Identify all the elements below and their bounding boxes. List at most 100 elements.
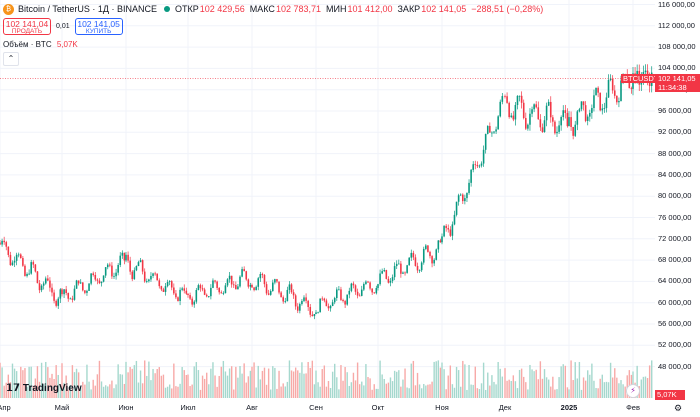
candle-body: [267, 293, 270, 295]
volume-bar: [416, 372, 419, 398]
volume-bar: [624, 386, 626, 398]
lightning-icon[interactable]: ⚡: [626, 384, 640, 398]
volume-bar: [226, 375, 229, 398]
volume-bar: [462, 360, 464, 398]
volume-bar: [327, 380, 330, 398]
candle-body: [239, 276, 241, 287]
candle-body: [220, 292, 223, 294]
volume-bar: [15, 371, 18, 398]
candle-body: [15, 254, 18, 261]
collapse-legend-button[interactable]: ⌃: [3, 52, 19, 66]
price-axis-label: 108 000,00: [658, 42, 696, 52]
volume-legend[interactable]: Объём · BTC 5,07K: [3, 40, 78, 49]
candle-body: [292, 292, 295, 296]
current-price-label: 102 141,05: [658, 74, 696, 83]
volume-bar: [636, 365, 638, 398]
candle-body: [42, 283, 45, 286]
candle-body: [284, 301, 287, 302]
volume-bar: [210, 368, 212, 398]
volume-bar: [307, 361, 309, 398]
candle-body: [100, 281, 103, 284]
time-axis-label: Апр: [0, 403, 11, 412]
volume-bar: [187, 374, 189, 398]
candle-body: [214, 280, 216, 282]
candle-body: [406, 265, 408, 273]
candle-body: [395, 263, 398, 267]
candle-body: [381, 271, 383, 274]
volume-bar: [539, 361, 542, 398]
volume-bar: [423, 383, 425, 398]
candle-body: [282, 297, 284, 302]
candle-body: [331, 302, 334, 307]
candle-body: [410, 252, 413, 258]
candle-body: [265, 284, 268, 294]
volume-bar: [562, 364, 564, 398]
price-axis-label: 48 000,00: [658, 361, 692, 371]
candle-body: [82, 282, 84, 291]
candle-body: [609, 78, 612, 80]
volume-bar: [470, 384, 472, 398]
price-axis-label: 52 000,00: [658, 340, 692, 350]
candle-body: [462, 194, 464, 202]
candle-body: [541, 127, 544, 133]
candle-body: [40, 285, 43, 291]
candle-body: [344, 301, 346, 305]
volume-bar: [245, 382, 247, 398]
volume-bar: [499, 368, 501, 398]
volume-bar: [593, 380, 595, 398]
candle-body: [0, 242, 1, 245]
buy-price: 102 141,05: [77, 19, 120, 29]
candle-body: [311, 314, 314, 317]
candle-body: [158, 280, 161, 287]
candle-body: [191, 298, 193, 305]
buy-button[interactable]: 102 141,05 КУПИТЬ: [74, 18, 123, 35]
candle-body: [404, 272, 406, 274]
volume-bar: [218, 375, 220, 398]
price-axis-label: 80 000,00: [658, 191, 692, 201]
volume-bar: [601, 374, 603, 398]
candle-body: [249, 284, 252, 287]
price-axis-label: 76 000,00: [658, 212, 692, 222]
candle-body: [510, 115, 513, 118]
volume-bar: [241, 373, 243, 398]
candle-body: [32, 262, 35, 265]
volume-bar: [11, 363, 14, 398]
volume-bar: [576, 378, 579, 398]
volume-bar: [253, 362, 255, 398]
candle-body: [616, 95, 618, 103]
volume-bar: [233, 389, 235, 398]
volume-bar: [484, 389, 487, 398]
volume-bar: [457, 370, 460, 398]
volume-bar: [622, 384, 624, 398]
candle-body: [307, 300, 309, 307]
volume-bar: [354, 380, 357, 398]
volume-bar: [591, 363, 593, 398]
tradingview-logo[interactable]: 𝟭𝟳 TradingView: [6, 383, 82, 394]
candle-body: [572, 126, 574, 136]
candle-body: [177, 297, 179, 301]
low-value: 101 412,00: [347, 4, 393, 14]
high-value: 102 783,71: [275, 4, 321, 14]
candle-body: [111, 265, 113, 277]
gear-icon[interactable]: ⚙: [674, 404, 683, 414]
candle-body: [71, 298, 74, 300]
volume-bar: [587, 370, 589, 398]
volume-bar: [55, 365, 57, 398]
volume-bar: [139, 370, 142, 398]
candle-body: [431, 256, 433, 264]
volume-bar: [90, 389, 92, 398]
candle-body: [222, 293, 225, 294]
volume-bar: [466, 389, 468, 398]
volume-bar: [86, 364, 88, 398]
candle-body: [290, 284, 293, 293]
volume-bar: [0, 362, 1, 398]
volume-bar: [127, 372, 129, 398]
symbol-title[interactable]: Bitcoin / TetherUS · 1Д · BINANCE: [18, 4, 157, 14]
volume-bar: [243, 363, 245, 398]
volume-bar: [18, 382, 20, 398]
candle-body: [607, 79, 610, 98]
candle-body: [61, 289, 63, 295]
sell-button[interactable]: 102 141,04 ПРОДАТЬ: [3, 18, 51, 35]
